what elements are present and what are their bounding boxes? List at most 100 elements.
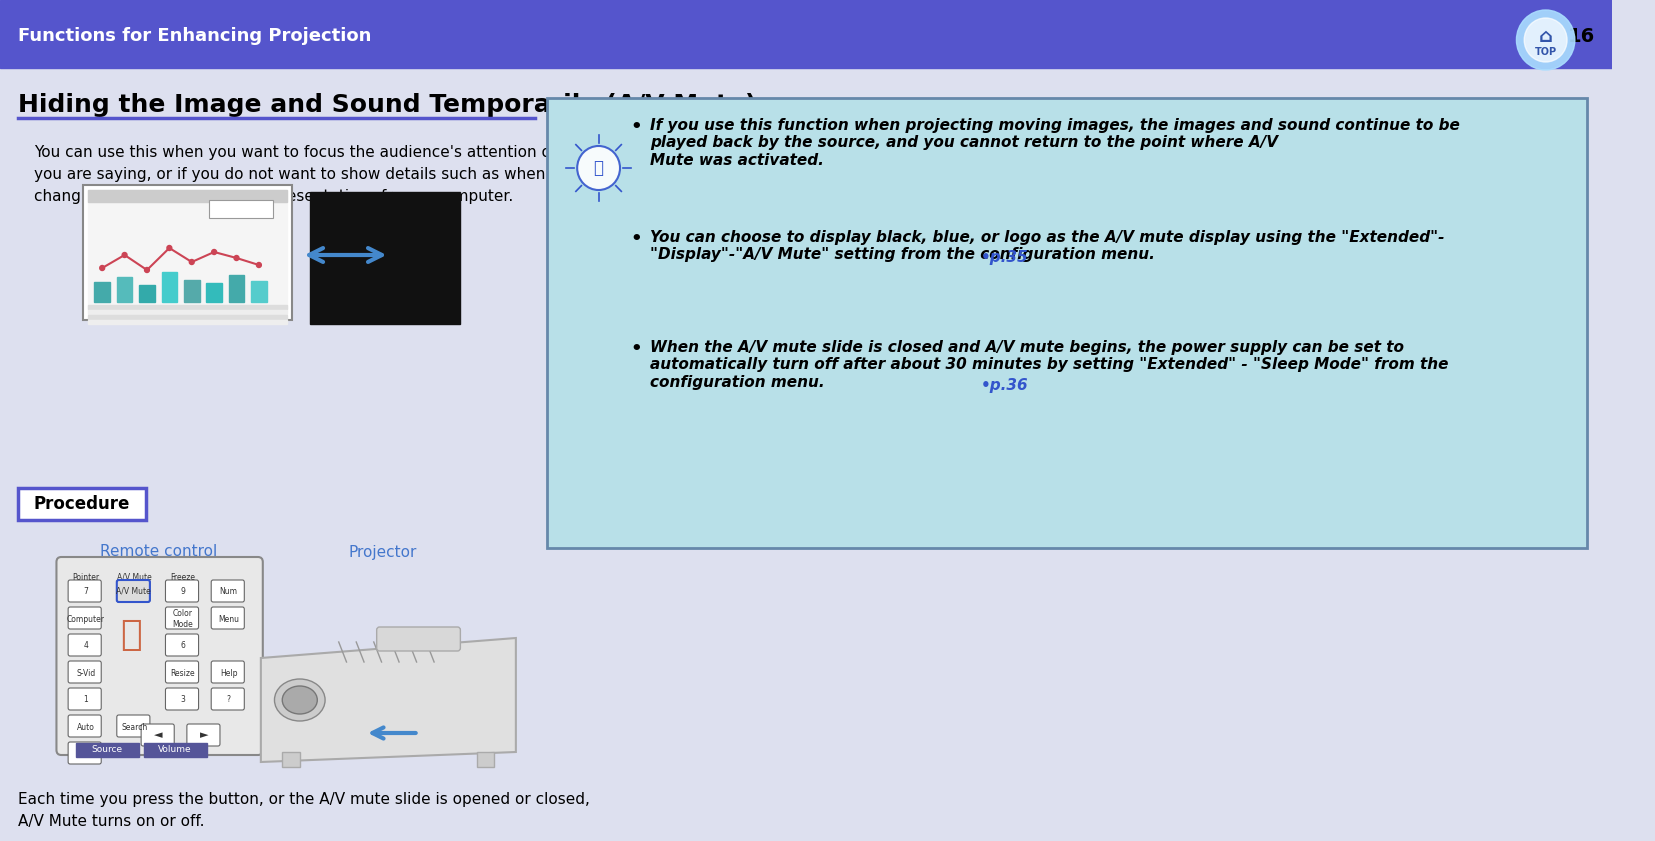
Text: 0: 0 [83, 749, 88, 759]
FancyBboxPatch shape [68, 742, 101, 764]
Bar [207, 283, 222, 302]
Text: •p.35: •p.35 [980, 250, 1028, 265]
Circle shape [99, 266, 104, 271]
Bar [94, 282, 109, 302]
Text: Functions for Enhancing Projection: Functions for Enhancing Projection [18, 27, 371, 45]
Text: Search: Search [121, 722, 147, 732]
Text: 8: 8 [132, 588, 137, 596]
FancyBboxPatch shape [68, 607, 101, 629]
Text: Projector: Projector [348, 544, 417, 559]
Circle shape [189, 260, 194, 265]
FancyBboxPatch shape [187, 724, 220, 746]
Text: 7: 7 [83, 588, 88, 596]
Text: Procedure: Procedure [33, 495, 129, 513]
Text: •: • [631, 118, 642, 136]
FancyBboxPatch shape [212, 607, 245, 629]
Text: Freeze: Freeze [170, 573, 195, 581]
FancyBboxPatch shape [56, 557, 263, 755]
FancyBboxPatch shape [118, 580, 151, 602]
Bar [76, 743, 139, 757]
Bar [252, 281, 266, 302]
Circle shape [212, 250, 217, 255]
Text: S-Vid: S-Vid [76, 669, 96, 678]
Bar [18, 488, 146, 520]
Text: Remote control: Remote control [99, 544, 217, 559]
FancyBboxPatch shape [166, 580, 199, 602]
Text: ?: ? [227, 696, 230, 705]
Bar [209, 200, 273, 218]
FancyBboxPatch shape [68, 580, 101, 602]
Text: Computer: Computer [66, 615, 104, 623]
Bar [88, 320, 286, 324]
FancyBboxPatch shape [212, 580, 245, 602]
Text: 6: 6 [180, 642, 185, 650]
Text: Each time you press the button, or the A/V mute slide is opened or closed,
A/V M: Each time you press the button, or the A… [18, 792, 589, 829]
FancyBboxPatch shape [166, 607, 199, 629]
Text: 1: 1 [83, 696, 88, 705]
Text: ◄: ◄ [154, 730, 162, 740]
Text: Resize: Resize [170, 669, 195, 678]
Text: Auto: Auto [76, 722, 94, 732]
Ellipse shape [281, 686, 318, 714]
FancyBboxPatch shape [68, 634, 101, 656]
FancyBboxPatch shape [118, 715, 151, 737]
Text: Source: Source [91, 745, 122, 754]
Bar [162, 272, 177, 302]
FancyBboxPatch shape [212, 661, 245, 683]
Bar [88, 190, 286, 202]
Ellipse shape [275, 679, 324, 721]
Text: 💡: 💡 [592, 159, 602, 177]
Polygon shape [261, 638, 516, 762]
Bar [228, 274, 245, 302]
Bar [83, 185, 291, 320]
Text: Num: Num [220, 588, 238, 596]
FancyBboxPatch shape [68, 688, 101, 710]
Bar [88, 305, 286, 309]
Text: 16: 16 [1567, 27, 1594, 45]
Text: TOP: TOP [1534, 47, 1556, 57]
Bar [88, 190, 286, 310]
FancyBboxPatch shape [546, 98, 1585, 548]
Bar [0, 0, 1610, 68]
FancyBboxPatch shape [68, 661, 101, 683]
Text: When the A/V mute slide is closed and A/V mute begins, the power supply can be s: When the A/V mute slide is closed and A/… [650, 340, 1448, 389]
FancyBboxPatch shape [376, 627, 460, 651]
Bar [88, 310, 286, 314]
Circle shape [1516, 10, 1574, 70]
Circle shape [257, 262, 261, 267]
FancyBboxPatch shape [166, 688, 199, 710]
Text: A/V Mute: A/V Mute [116, 586, 151, 595]
Text: You can choose to display black, blue, or logo as the A/V mute display using the: You can choose to display black, blue, o… [650, 230, 1443, 262]
FancyBboxPatch shape [68, 715, 101, 737]
FancyBboxPatch shape [118, 580, 151, 602]
Circle shape [578, 146, 619, 190]
Text: Help: Help [220, 669, 237, 678]
Text: 👌: 👌 [121, 618, 142, 652]
Bar [118, 277, 132, 302]
Circle shape [1523, 18, 1566, 62]
FancyBboxPatch shape [212, 688, 245, 710]
Bar [281, 752, 300, 767]
Bar [184, 279, 199, 302]
Text: ►: ► [200, 730, 209, 740]
FancyBboxPatch shape [166, 634, 199, 656]
Text: You can use this when you want to focus the audience's attention on what
you are: You can use this when you want to focus … [35, 145, 607, 204]
Bar [139, 284, 154, 302]
Text: ⌂: ⌂ [1537, 27, 1552, 45]
Text: If you use this function when projecting moving images, the images and sound con: If you use this function when projecting… [650, 118, 1460, 168]
Text: Color
Mode: Color Mode [172, 609, 194, 629]
Text: Pointer: Pointer [73, 573, 99, 581]
Text: Volume: Volume [159, 745, 192, 754]
Text: •: • [631, 340, 642, 358]
Text: 4: 4 [83, 642, 88, 650]
FancyBboxPatch shape [141, 724, 174, 746]
Text: •p.36: •p.36 [980, 378, 1028, 393]
Bar [144, 743, 207, 757]
Bar [309, 192, 460, 324]
Text: Menu: Menu [218, 615, 238, 623]
Circle shape [144, 267, 149, 272]
FancyBboxPatch shape [166, 661, 199, 683]
Circle shape [167, 246, 172, 251]
Circle shape [233, 256, 238, 261]
Bar [477, 752, 495, 767]
